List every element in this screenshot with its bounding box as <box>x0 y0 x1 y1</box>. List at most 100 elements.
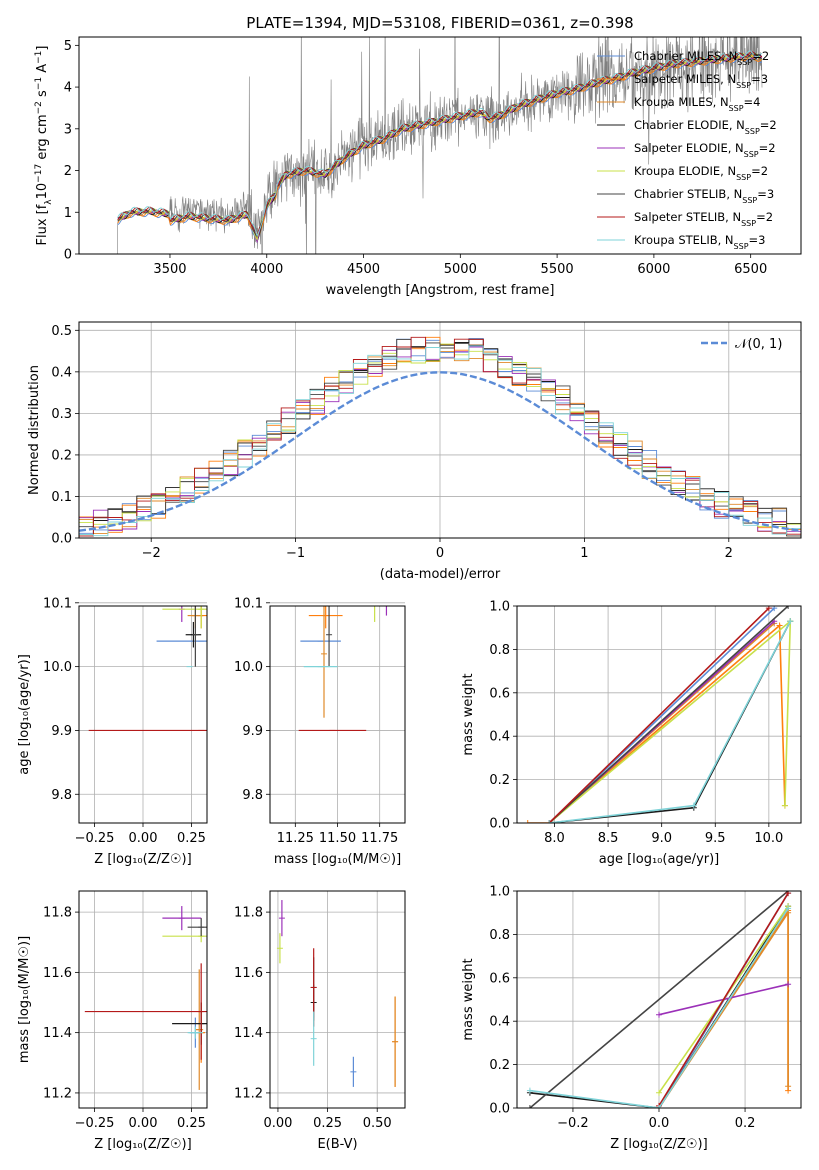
panel-mass-vs-ebv: 0.00 0.25 0.50 11.2 11.4 11.6 11.8 E(B-V) <box>234 890 406 1152</box>
x-axis-label: mass [log₁₀(M/M☉)] <box>274 852 401 867</box>
x-tick-label: 0 <box>436 546 444 561</box>
legend-label: Chabrier STELIB, NSSP=3 <box>634 187 774 205</box>
legend-label-part: Kroupa ELODIE, N <box>634 164 736 178</box>
weight-point <box>785 905 792 912</box>
x-tick-label: 0.00 <box>129 1116 158 1131</box>
plot-area <box>298 606 388 732</box>
weight-line <box>529 891 789 1108</box>
y-tick-label: 0.6 <box>489 971 510 986</box>
legend-label-part: Salpeter ELODIE, N <box>634 141 744 155</box>
y-axis-label-part: −1 <box>34 51 44 64</box>
y-tick-label: 9.9 <box>51 724 72 739</box>
y-tick-label: 9.8 <box>51 788 72 803</box>
gaussian-curve <box>79 371 801 532</box>
y-axis-label-part: Flux [f <box>35 204 50 245</box>
plot-area <box>117 37 763 254</box>
y-tick-label: 9.8 <box>242 788 263 803</box>
axes-frame <box>269 890 406 1109</box>
weight-line <box>548 606 789 823</box>
y-tick-label: 11.6 <box>43 966 72 981</box>
y-axis-label-part: 10 <box>35 183 50 200</box>
legend-label-part: =3 <box>751 72 768 86</box>
y-axis-label-part: −17 <box>34 164 44 183</box>
axes-frame <box>78 36 802 255</box>
y-tick-label: 0.8 <box>489 643 510 658</box>
y-axis-label-part: λ <box>44 199 54 205</box>
y-axis-label: Normed distribution <box>27 365 42 495</box>
x-tick-label: −0.2 <box>557 1116 589 1131</box>
x-tick-label: 10.0 <box>754 831 783 846</box>
weight-line <box>548 607 770 823</box>
x-tick-label: −1 <box>286 546 305 561</box>
legend-label-part: =2 <box>751 164 768 178</box>
panel-weight-vs-z: −0.2 0.0 0.2 0.0 0.2 0.4 0.6 0.8 1.0 Z [log₁₀(Z/Z… <box>461 885 802 1152</box>
legend-gaussian-label: 𝒩(0, 1) <box>735 337 782 352</box>
legend-label-part: =3 <box>749 233 766 247</box>
y-tick-label: 0.8 <box>489 928 510 943</box>
y-axis-label-part: erg cm <box>35 114 50 163</box>
figure-title: PLATE=1394, MJD=53108, FIBERID=0361, z=0… <box>246 14 633 32</box>
legend-label-part: SSP <box>729 104 744 113</box>
x-tick-label: 8.5 <box>598 831 619 846</box>
panel-age-vs-z: −0.25 0.00 0.25 9.8 9.9 10.0 10.1 Z [log₁₀(Z/Z☉… <box>17 596 208 867</box>
legend-label-part: SSP <box>741 219 756 228</box>
x-tick-label: 9.5 <box>705 831 726 846</box>
weight-point <box>785 1083 792 1090</box>
legend-label-part: SSP <box>736 173 751 182</box>
legend-label-part: Salpeter STELIB, N <box>634 210 741 224</box>
observed-spectrum <box>117 37 763 254</box>
y-axis-label-part: s <box>35 90 50 101</box>
x-tick-label: 0.00 <box>263 1116 292 1131</box>
legend-label-part: Kroupa STELIB, N <box>634 233 734 247</box>
panel-spectrum: 3500 4000 4500 5000 5500 6000 6500 0 1 2 3 4 5 wavele… <box>34 36 802 298</box>
weight-line <box>658 892 789 1107</box>
weight-line <box>527 623 786 823</box>
legend-label: Salpeter ELODIE, NSSP=2 <box>634 141 776 159</box>
y-tick-label: 10.0 <box>234 660 263 675</box>
x-tick-label: 4000 <box>250 262 283 277</box>
weight-point <box>526 1105 533 1108</box>
plot-area <box>524 606 794 823</box>
panel-age-vs-mass: 11.25 11.50 11.75 9.8 9.9 10.0 10.1 mass [log₁₀… <box>234 596 406 867</box>
weight-point <box>776 622 783 629</box>
legend-label: Salpeter MILES, NSSP=3 <box>634 72 768 90</box>
legend-label-part: Chabrier STELIB, N <box>634 187 742 201</box>
legend-label: Kroupa STELIB, NSSP=3 <box>634 233 765 251</box>
x-tick-label: 9.0 <box>651 831 672 846</box>
weight-point <box>656 1105 662 1108</box>
y-tick-label: 11.4 <box>234 1026 263 1041</box>
y-tick-label: 4 <box>64 81 72 96</box>
x-tick-label: 0.0 <box>649 1116 670 1131</box>
legend-label-part: SSP <box>737 58 752 67</box>
x-tick-label: 11.50 <box>319 831 356 846</box>
plot-area <box>276 900 399 1087</box>
weight-point <box>787 618 794 625</box>
y-tick-label: 0.0 <box>489 817 510 832</box>
y-tick-label: 11.2 <box>234 1086 263 1101</box>
x-tick-label: −2 <box>142 546 161 561</box>
x-tick-label: 5500 <box>541 262 574 277</box>
y-axis-label-part: A <box>35 64 50 77</box>
x-tick-label: 0.25 <box>313 1116 342 1131</box>
legend-label-part: =3 <box>757 187 774 201</box>
panel-residuals: −2 −1 0 1 2 0.0 0.1 0.2 0.3 0.4 0.5 𝒩(0, 1) (data-mo… <box>27 321 802 582</box>
y-tick-label: 0.4 <box>489 1015 510 1030</box>
y-tick-label: 10.0 <box>43 660 72 675</box>
axes-frame <box>516 890 802 1109</box>
weight-point <box>785 606 792 609</box>
histogram-kroupa-stelib <box>79 345 801 537</box>
model-spectrum-kroupa-stelib <box>117 50 763 238</box>
axes-frame <box>78 321 802 539</box>
plot-area <box>84 906 207 1090</box>
legend-label-part: Chabrier ELODIE, N <box>634 118 745 132</box>
x-axis-label: E(B-V) <box>317 1137 357 1152</box>
y-tick-label: 1.0 <box>489 600 510 615</box>
y-tick-label: 1.0 <box>489 885 510 900</box>
y-tick-label: 0.3 <box>51 407 72 422</box>
y-axis-label-part: ] <box>35 46 50 51</box>
y-axis-label: Flux [fλ10−17 erg cm−2 s−1 A−1] <box>34 46 54 246</box>
model-spectrum-chabrier-stelib <box>117 52 762 238</box>
y-tick-label: 9.9 <box>242 724 263 739</box>
y-tick-label: 0.0 <box>489 1102 510 1117</box>
